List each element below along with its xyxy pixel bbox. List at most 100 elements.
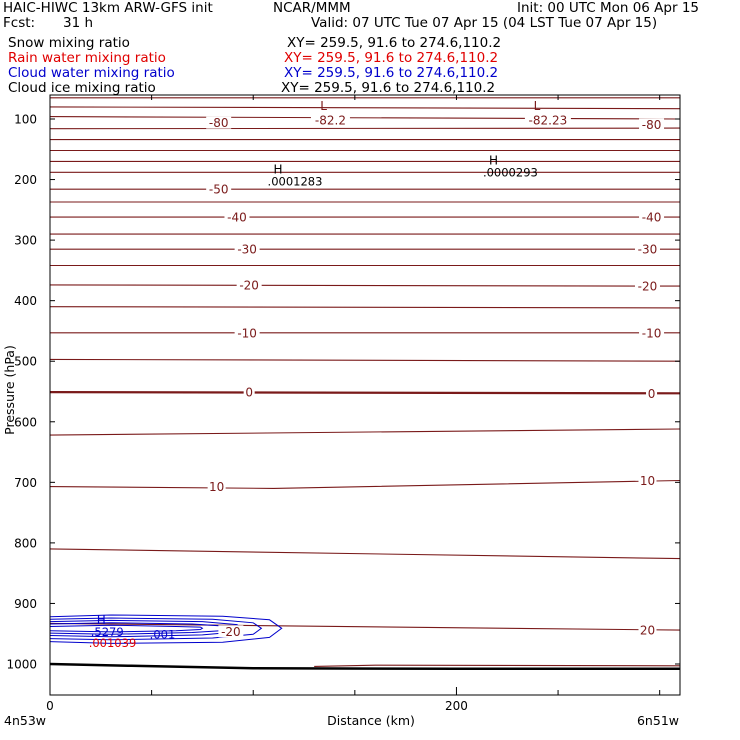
temperature-contours xyxy=(49,97,681,667)
contour-label-4: -50 xyxy=(209,183,229,197)
contour-label-bg-12 xyxy=(639,326,665,339)
temperature-contour-1 xyxy=(49,106,681,110)
y-tick-label-900: 900 xyxy=(14,597,37,611)
contour-label-9: -20 xyxy=(239,278,259,292)
temperature-contour-3 xyxy=(49,127,681,130)
temperature-contour-21 xyxy=(49,548,681,560)
y-tick-label-200: 200 xyxy=(14,173,37,187)
temperature-contour-18 xyxy=(49,391,681,395)
y-tick-label-500: 500 xyxy=(14,355,37,369)
y-axis-title: Pressure (hPa) xyxy=(2,345,17,435)
plot-border xyxy=(49,94,681,696)
plot-frame xyxy=(49,94,681,696)
temperature-contour-14 xyxy=(49,284,681,287)
contour-label-bg-14 xyxy=(646,387,658,400)
contour-label-2: -80 xyxy=(209,116,229,130)
temperature-contour-20 xyxy=(49,479,681,489)
extremum-symbol-0: L xyxy=(320,99,327,113)
contour-label-bg-6 xyxy=(639,211,665,224)
contour-label-bg-2 xyxy=(206,116,232,129)
contour-label-13: 0 xyxy=(245,386,253,400)
contour-label-bg-7 xyxy=(234,243,260,256)
contour-label-bg-0 xyxy=(310,114,350,127)
contour-label-18: 20 xyxy=(640,624,655,638)
x-tick-label-0: 0 xyxy=(46,699,54,713)
field-cloud-ice-name: Cloud ice mixing ratio xyxy=(8,80,156,96)
cloud-water-contour-1 xyxy=(49,617,263,641)
extremum-symbol-2: H xyxy=(274,163,283,177)
contour-label-bg-9 xyxy=(236,278,262,291)
y-tick-label-400: 400 xyxy=(14,294,37,308)
x-axis-title: Distance (km) xyxy=(327,713,415,728)
temperature-contour-15 xyxy=(49,306,681,309)
contour-label-bg-15 xyxy=(207,480,226,493)
cloud-water-contour-0 xyxy=(49,614,283,644)
contour-label-15: 10 xyxy=(209,480,224,494)
field-cloud-water-name: Cloud water mixing ratio xyxy=(8,65,175,81)
extremum-value-6: .001039 xyxy=(89,636,137,650)
contour-label-bg-4 xyxy=(206,183,232,196)
y-tick-label-1000: 1000 xyxy=(6,658,37,672)
contour-label-bg-16 xyxy=(638,474,657,487)
extremum-value-3: .0000293 xyxy=(483,165,538,179)
plot-title: HAIC-HIWC 13km ARW-GFS init xyxy=(3,0,213,16)
temperature-contour-22 xyxy=(49,622,681,631)
x-start-location: 4n53w xyxy=(4,713,46,728)
contour-label-3: -80 xyxy=(642,118,662,132)
contour-label-7: -30 xyxy=(237,243,257,257)
extremum-value-4: .5279 xyxy=(91,625,124,639)
contour-label-bg-17 xyxy=(218,625,244,638)
contour-label-12: -10 xyxy=(642,326,662,340)
contour-label-17: -20 xyxy=(221,625,241,639)
contour-label-16: 10 xyxy=(640,474,655,488)
contour-labels: -82.2 -82.23 -80 -80 -50 -40 -40 -30 -30 -20 -20 -1… xyxy=(89,99,665,650)
contour-label-6: -40 xyxy=(642,211,662,225)
field-rain-name: Rain water mixing ratio xyxy=(8,50,166,66)
temperature-contour-17 xyxy=(49,358,681,362)
field-cloud-ice-xy: XY= 259.5, 91.6 to 274.6,110.2 xyxy=(281,80,496,96)
terrain-line xyxy=(49,662,680,671)
valid-time: Valid: 07 UTC Tue 07 Apr 15 (04 LST Tue … xyxy=(311,15,658,31)
y-tick-label-600: 600 xyxy=(14,415,37,429)
contour-label-bg-1 xyxy=(524,114,571,127)
contour-label-bg-11 xyxy=(234,326,260,339)
contour-label-8: -30 xyxy=(638,243,658,257)
contour-label-14: 0 xyxy=(648,387,656,401)
temperature-contour-2 xyxy=(49,116,681,120)
y-tick-label-800: 800 xyxy=(14,536,37,550)
y-tick-label-300: 300 xyxy=(14,234,37,248)
x-tick-label-200: 200 xyxy=(445,699,468,713)
contour-label-bg-18 xyxy=(638,624,657,637)
extremum-value-2: .0001283 xyxy=(268,175,323,189)
extremum-symbol-1: L xyxy=(534,99,541,113)
extremum-symbol-4: H xyxy=(97,613,106,627)
forecast-label: Fcst: xyxy=(3,15,36,31)
cloud-water-contour-4 xyxy=(49,624,204,633)
init-time: Init: 00 UTC Mon 06 Apr 15 xyxy=(517,0,699,16)
contour-label-1: -82.23 xyxy=(529,114,568,128)
terrain-line xyxy=(49,662,680,671)
y-tick-label-100: 100 xyxy=(14,113,37,127)
field-rain-xy: XY= 259.5, 91.6 to 274.6,110.2 xyxy=(284,50,499,66)
temperature-contour-19 xyxy=(49,428,681,436)
field-snow-xy: XY= 259.5, 91.6 to 274.6,110.2 xyxy=(287,35,502,51)
contour-label-0: -82.2 xyxy=(315,114,346,128)
extremum-value-5: .001 xyxy=(150,628,176,642)
contour-label-bg-10 xyxy=(634,280,660,293)
temperature-contour-23 xyxy=(314,664,681,667)
contour-label-5: -40 xyxy=(227,211,247,225)
forecast-hour: 31 h xyxy=(63,15,94,31)
contour-label-bg-5 xyxy=(224,211,250,224)
y-tick-label-700: 700 xyxy=(14,476,37,490)
contour-label-11: -10 xyxy=(237,326,257,340)
contour-label-10: -20 xyxy=(638,280,658,294)
field-snow-name: Snow mixing ratio xyxy=(8,35,130,51)
contour-label-bg-13 xyxy=(243,386,255,399)
extremum-symbol-3: H xyxy=(489,153,498,167)
contour-label-bg-3 xyxy=(639,118,665,131)
x-end-location: 6n51w xyxy=(637,713,679,728)
org-label: NCAR/MMM xyxy=(273,0,351,16)
contour-label-bg-8 xyxy=(634,243,660,256)
